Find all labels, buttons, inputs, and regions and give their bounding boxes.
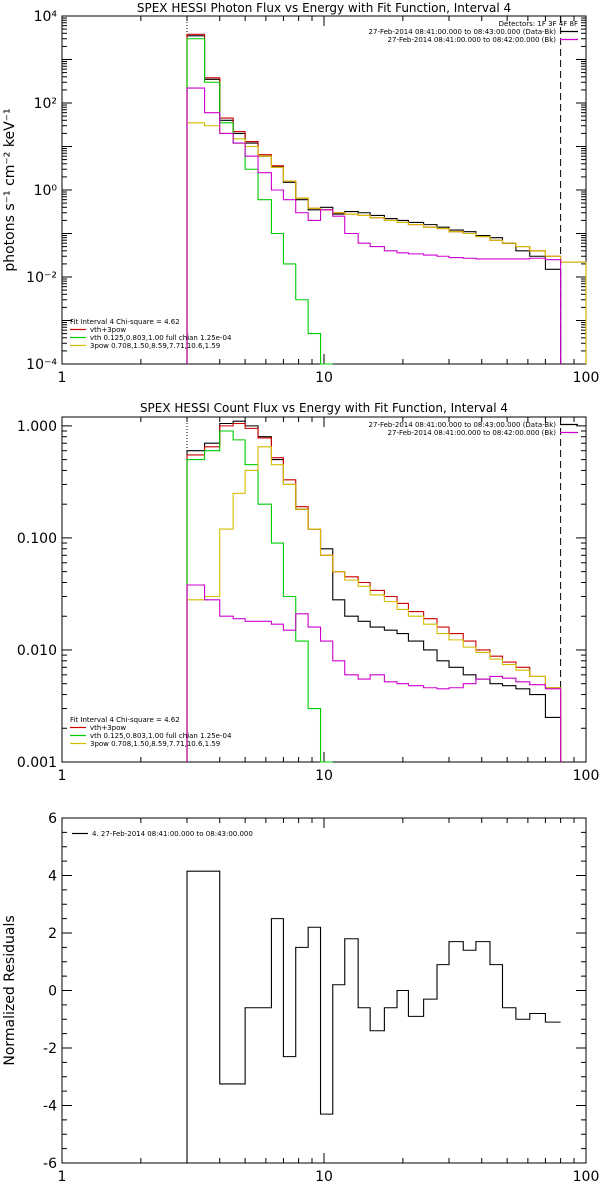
x-tick-label: 1 — [58, 1169, 67, 1185]
series-vth-3pow — [186, 422, 562, 762]
y-axis-label: Normalized Residuals — [2, 915, 18, 1065]
x-tick-label: 10 — [315, 768, 333, 784]
y-tick-label: 1.000 — [17, 419, 57, 435]
legend-entry-label: 27-Feb-2014 08:41:00.000 to 08:42:00.000… — [388, 36, 557, 44]
y-tick-label: 0.010 — [17, 643, 57, 659]
legend-entry-label: 27-Feb-2014 08:41:00.000 to 08:43:00.000… — [369, 421, 557, 429]
series-bk — [186, 584, 562, 762]
panel-photon: 1 10 100 10⁻⁴ 10⁻² 10⁰ 10² 10⁴ photons s⁻¹ cm⁻² … — [2, 1, 599, 386]
y-tick-label: 10⁻⁴ — [26, 357, 57, 373]
series-bk — [186, 87, 562, 364]
series-vth — [186, 38, 333, 365]
y-tick-label: 6 — [48, 811, 57, 827]
y-tick-label: -6 — [43, 1156, 57, 1172]
series-data-bk — [186, 35, 562, 364]
x-tick-label: 100 — [573, 768, 600, 784]
x-tick-label: 1 — [58, 768, 67, 784]
chart-title: SPEX HESSI Photon Flux vs Energy with Fi… — [137, 1, 511, 15]
legend-entry-label: 4. 27-Feb-2014 08:41:00.000 to 08:43:00.… — [92, 830, 253, 838]
y-tick-label: 10⁰ — [34, 183, 58, 199]
x-tick-label: 100 — [573, 1169, 600, 1185]
y-tick-label: 0.001 — [17, 755, 57, 771]
legend-fit-header: Fit Interval 4 Chi-square = 4.62 — [70, 716, 180, 724]
y-tick-label: 0 — [48, 984, 57, 1000]
series-vth-3pow — [186, 33, 587, 364]
legend-entry-label: vth 0.125,0.803,1.00 full chian 1.25e-04 — [90, 732, 232, 740]
series-3pow — [186, 122, 587, 364]
legend-entry-label: vth+3pow — [90, 724, 126, 732]
series-residuals — [186, 870, 561, 1163]
legend-entry-label: vth+3pow — [90, 326, 126, 334]
y-tick-label: 4 — [48, 869, 57, 885]
y-tick-label: 10⁴ — [34, 9, 58, 25]
series-vth — [186, 430, 333, 763]
plot-frame — [61, 15, 587, 365]
y-tick-label: 2 — [48, 926, 57, 942]
legend-entry-label: 27-Feb-2014 08:41:00.000 to 08:43:00.000… — [369, 28, 557, 36]
x-tick-label: 1 — [58, 370, 67, 386]
x-tick-label: 10 — [315, 1169, 333, 1185]
series-data-bk — [186, 420, 562, 762]
x-tick-label: 10 — [315, 370, 333, 386]
plot-frame — [61, 817, 587, 1164]
y-tick-label: 10⁻² — [26, 270, 57, 286]
legend-entry-label: 27-Feb-2014 08:41:00.000 to 08:42:00.000… — [388, 429, 557, 437]
panel-count: 1 10 100 0.001 0.010 0.100 1.000 SPEX HESSI Cou… — [17, 401, 599, 784]
legend-entry-label: vth 0.125,0.803,1.00 full chian 1.25e-04 — [90, 334, 232, 342]
legend-entry-label: 3pow 0.708,1.50,8.59,7.71,10.6,1.59 — [90, 342, 220, 350]
panel-residuals: 1 10 100 -6 -4 -2 0 2 4 6 Normalized Residuals 4. 2… — [2, 811, 599, 1185]
y-tick-label: 0.100 — [17, 531, 57, 547]
legend-entry-label: 3pow 0.708,1.50,8.59,7.71,10.6,1.59 — [90, 740, 220, 748]
chart-title: SPEX HESSI Count Flux vs Energy with Fit… — [140, 401, 508, 415]
y-tick-label: 10² — [34, 96, 57, 112]
plot-frame — [61, 416, 587, 763]
legend-fit-header: Fit Interval 4 Chi-square = 4.62 — [70, 318, 180, 326]
y-tick-label: -4 — [43, 1099, 57, 1115]
series-3pow — [186, 446, 562, 762]
y-axis-label: photons s⁻¹ cm⁻² keV⁻¹ — [2, 108, 18, 271]
y-tick-label: -2 — [43, 1041, 57, 1057]
legend-header: Detectors: 1F 3F 4F 8F — [499, 20, 578, 28]
x-tick-label: 100 — [573, 370, 600, 386]
